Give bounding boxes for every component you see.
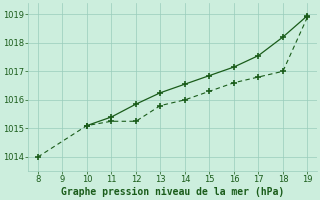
X-axis label: Graphe pression niveau de la mer (hPa): Graphe pression niveau de la mer (hPa) <box>61 187 284 197</box>
